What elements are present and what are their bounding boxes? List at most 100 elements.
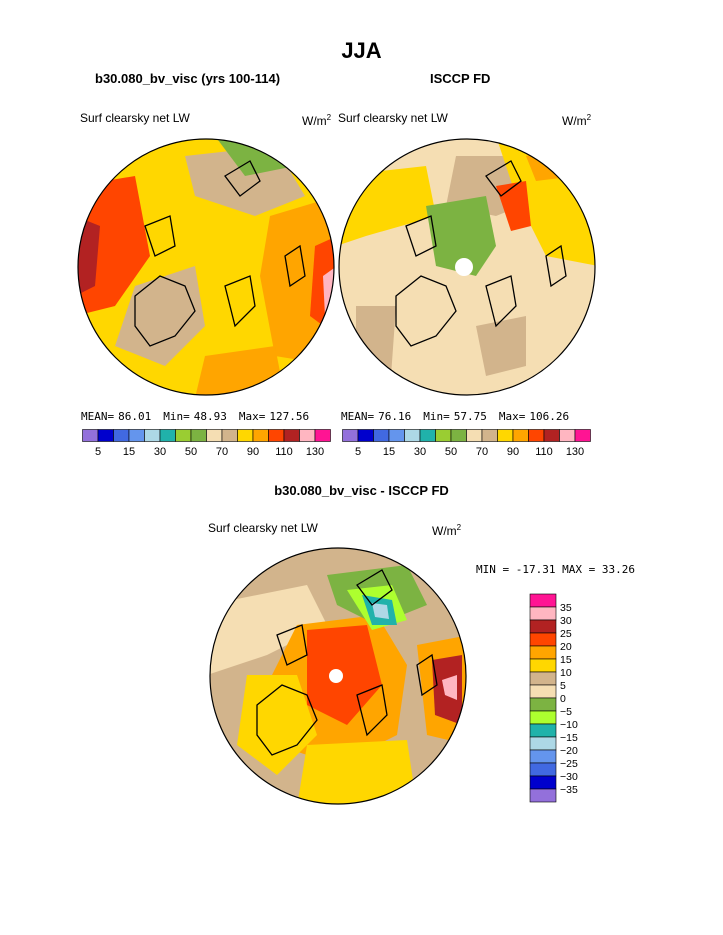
- colorbar-tick-label: 15: [560, 654, 572, 666]
- panel-2-map: [338, 138, 596, 396]
- colorbar-tick-label: −25: [560, 758, 578, 770]
- coastlines: [256, 569, 438, 756]
- field-region-moderate-south: [297, 740, 417, 804]
- max-label: Max=: [498, 410, 526, 423]
- coastlines: [134, 160, 306, 347]
- panel-2-title: ISCCP FD: [430, 71, 491, 86]
- colorbar-tick-label: 30: [414, 446, 426, 458]
- colorbar-swatch: [481, 429, 498, 442]
- colorbar-tick-label: 15: [123, 446, 135, 458]
- colorbar-swatch: [529, 697, 557, 712]
- colorbar-swatch: [559, 429, 576, 442]
- colorbar-swatch: [497, 429, 514, 442]
- colorbar-swatch: [252, 429, 269, 442]
- mean-value: 86.01: [118, 410, 152, 423]
- colorbar-swatch: [529, 736, 557, 751]
- panel-1-title: b30.080_bv_visc (yrs 100-114): [95, 71, 281, 86]
- panel-2-units: W/m2: [562, 113, 592, 128]
- min-value: 48.93: [193, 410, 227, 423]
- colorbar-tick-label: 35: [560, 602, 572, 614]
- field-region-neutral-west: [210, 585, 327, 675]
- colorbar-swatch: [529, 619, 557, 634]
- colorbar-tick-label: 130: [566, 446, 584, 458]
- colorbar-tick-label: −35: [560, 784, 578, 796]
- colorbar-swatch: [388, 429, 405, 442]
- colorbar-swatch: [528, 429, 545, 442]
- field-region-min-north: [372, 603, 389, 619]
- colorbar-swatch: [314, 429, 331, 442]
- diff-map: [209, 547, 467, 805]
- colorbar-swatch: [159, 429, 176, 442]
- max-value: 106.26: [529, 410, 570, 423]
- colorbar-swatch: [237, 429, 254, 442]
- panel-1-map: [77, 138, 335, 396]
- colorbar-swatch: [357, 429, 374, 442]
- colorbar-tick-label: 50: [445, 446, 457, 458]
- colorbar-swatch: [435, 429, 452, 442]
- field-region-low-pole: [426, 196, 496, 276]
- colorbar-swatch: [82, 429, 99, 442]
- colorbar-tick-label: 90: [247, 446, 259, 458]
- colorbar-swatch: [529, 788, 557, 803]
- colorbar-tick-label: 130: [306, 446, 324, 458]
- diff-minmax: MIN = -17.31 MAX = 33.26: [476, 563, 635, 576]
- colorbar-swatch: [97, 429, 114, 442]
- colorbar-tick-label: 110: [275, 446, 293, 458]
- colorbar-tick-label: 50: [185, 446, 197, 458]
- pole-hole: [329, 669, 343, 683]
- field-region-peak-east: [442, 675, 457, 700]
- colorbar-swatch: [529, 762, 557, 777]
- min-label: Min=: [163, 410, 190, 423]
- panel-1-field-label: Surf clearsky net LW: [80, 111, 190, 125]
- colorbar-swatch: [190, 429, 207, 442]
- colorbar-tick-label: 25: [560, 628, 572, 640]
- field-region-land-south: [356, 306, 526, 376]
- colorbar-swatch: [529, 775, 557, 790]
- colorbar-tick-label: 90: [507, 446, 519, 458]
- colorbar-swatch: [466, 429, 483, 442]
- colorbar-swatch: [144, 429, 161, 442]
- colorbar-swatch: [529, 645, 557, 660]
- panel-2-colorbar: 5 15 30 50 70 90 110 130: [342, 429, 591, 458]
- colorbar-tick-label: 70: [476, 446, 488, 458]
- colorbar-tick-label: 30: [154, 446, 166, 458]
- panel-2-field-label: Surf clearsky net LW: [338, 111, 448, 125]
- colorbar-swatch: [512, 429, 529, 442]
- map-border: [338, 138, 596, 396]
- colorbar-tick-label: 5: [560, 680, 566, 692]
- colorbar-swatch: [206, 429, 223, 442]
- colorbar-tick-label: −10: [560, 719, 578, 731]
- diff-field-label: Surf clearsky net LW: [208, 521, 318, 535]
- colorbar-swatch: [175, 429, 192, 442]
- colorbar-swatch: [529, 684, 557, 699]
- colorbar-tick-label: 5: [355, 446, 361, 458]
- colorbar-swatch: [128, 429, 145, 442]
- colorbar-swatch: [113, 429, 130, 442]
- map-border: [77, 138, 335, 396]
- colorbar-swatch: [574, 429, 591, 442]
- pole-hole: [455, 258, 473, 276]
- mean-value: 76.16: [378, 410, 412, 423]
- min-label: Min=: [423, 410, 450, 423]
- diff-units: W/m2: [432, 523, 462, 538]
- page-title: JJA: [341, 38, 382, 63]
- colorbar-swatch: [543, 429, 560, 442]
- colorbar-swatch: [529, 658, 557, 673]
- colorbar-swatch: [529, 671, 557, 686]
- colorbar-swatch: [404, 429, 421, 442]
- colorbar-tick-label: −30: [560, 771, 578, 783]
- colorbar-tick-label: 20: [560, 641, 572, 653]
- colorbar-tick-label: −15: [560, 732, 578, 744]
- max-value: 127.56: [269, 410, 310, 423]
- colorbar-swatch: [529, 593, 557, 608]
- max-label: Max=: [238, 410, 266, 423]
- colorbar-swatch: [450, 429, 467, 442]
- colorbar-tick-label: 70: [216, 446, 228, 458]
- colorbar-swatch: [283, 429, 300, 442]
- colorbar-swatch: [268, 429, 285, 442]
- panel-2-stats: MEAN= 76.16 Min= 57.75 Max= 106.26: [341, 410, 569, 423]
- panel-1-stats: MEAN= 86.01 Min= 48.93 Max= 127.56: [81, 410, 309, 423]
- colorbar-tick-label: 15: [383, 446, 395, 458]
- panel-1-colorbar: 5 15 30 50 70 90 110 130: [82, 429, 331, 458]
